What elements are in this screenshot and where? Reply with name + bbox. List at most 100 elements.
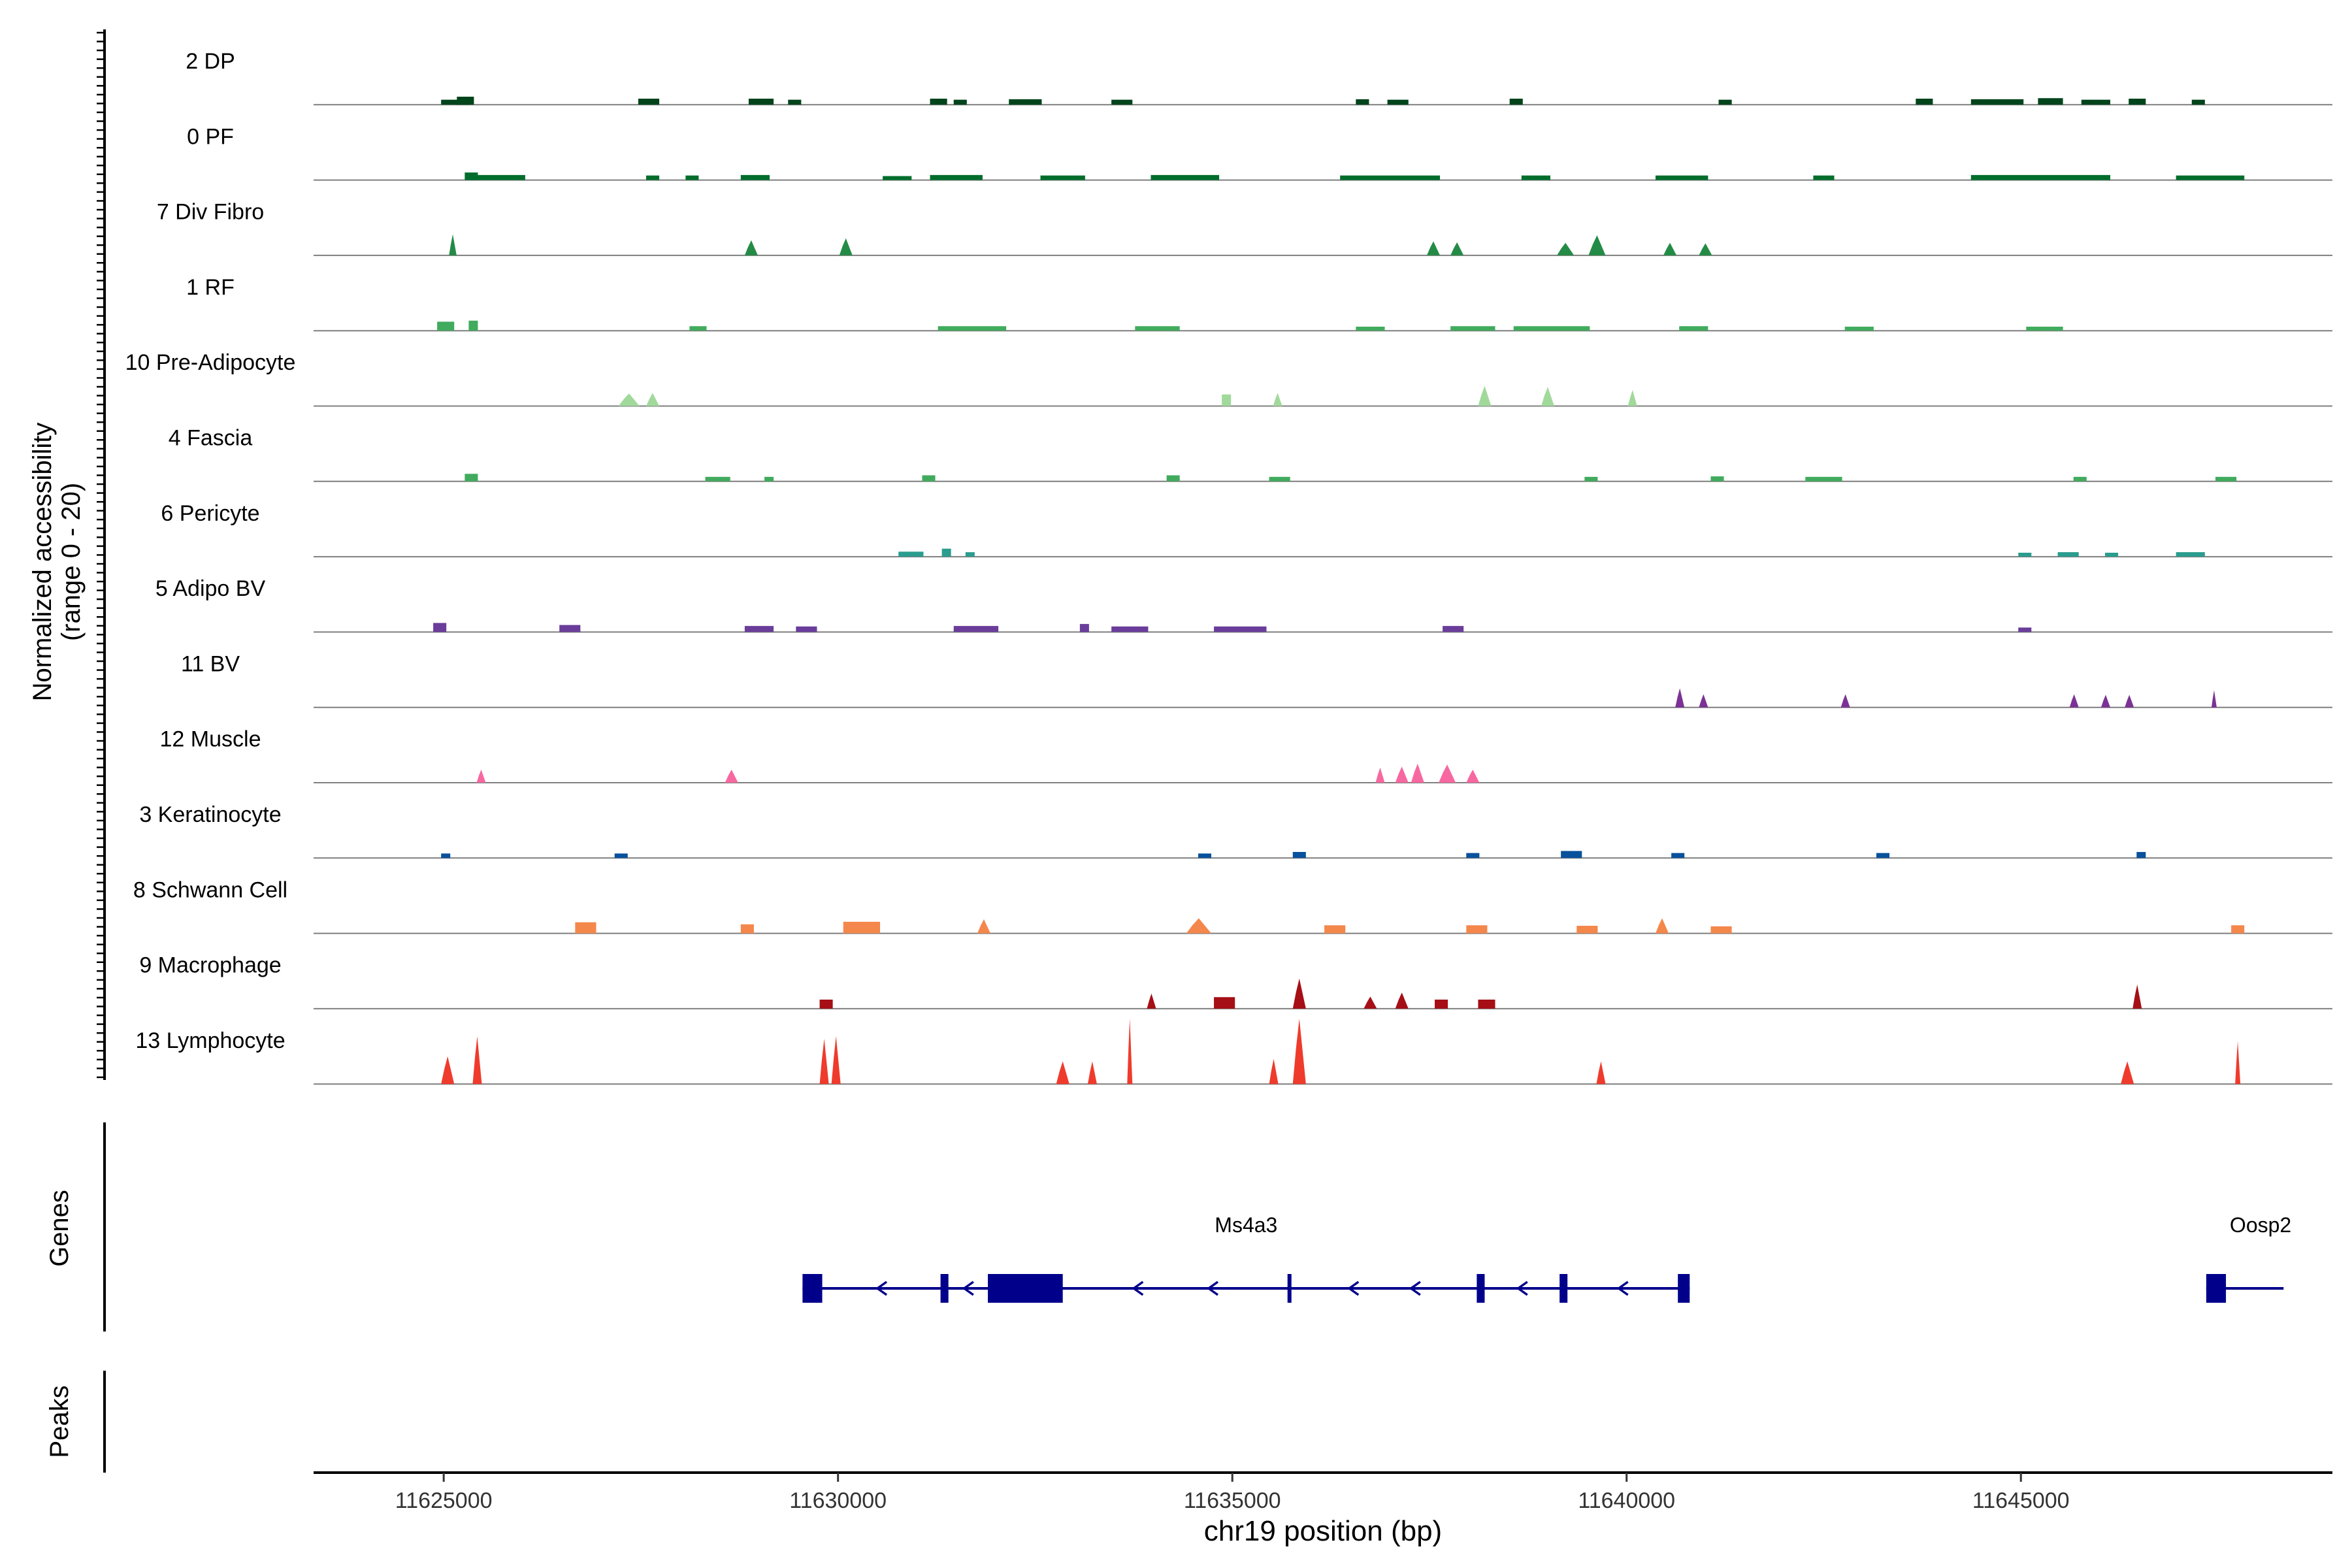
peak <box>2215 476 2237 482</box>
peak <box>2038 98 2063 105</box>
peak <box>1970 174 2110 180</box>
peak <box>472 1036 482 1085</box>
track-label: 11 BV <box>181 651 240 676</box>
peak <box>1127 1019 1133 1085</box>
peak <box>1627 389 1637 406</box>
peak <box>953 626 999 632</box>
peak <box>2176 175 2245 180</box>
peak <box>2100 694 2110 708</box>
peak <box>930 174 983 180</box>
peak <box>1478 385 1492 406</box>
peak <box>437 321 455 331</box>
strand-arrow <box>1132 1281 1144 1296</box>
peak <box>2018 552 2032 557</box>
peak <box>1450 326 1495 331</box>
x-tick-label: 11630000 <box>789 1488 887 1513</box>
peak <box>441 99 470 105</box>
peak <box>441 1056 455 1085</box>
gene-exon <box>802 1274 823 1303</box>
peak <box>748 99 774 105</box>
peak <box>645 175 660 180</box>
peak <box>1079 624 1089 632</box>
peak <box>2235 1041 2241 1085</box>
peak <box>819 1000 833 1009</box>
peak <box>1111 99 1133 105</box>
peak <box>2176 552 2205 557</box>
track-label: 1 RF <box>186 275 235 300</box>
peak <box>1292 978 1306 1009</box>
peak <box>2129 99 2146 105</box>
peak <box>1521 175 1551 180</box>
peak <box>1466 853 1480 858</box>
peak <box>1876 853 1890 858</box>
peak <box>1111 626 1149 632</box>
peak <box>2069 694 2079 708</box>
peak <box>788 99 802 105</box>
peak <box>1292 852 1306 858</box>
peak <box>898 551 924 557</box>
peak <box>618 393 640 406</box>
gene-label: Ms4a3 <box>1215 1213 1277 1237</box>
peak <box>740 924 754 934</box>
peak <box>1356 99 1369 105</box>
peak <box>839 238 853 255</box>
peak <box>1655 175 1708 180</box>
track-label: 7 Div Fibro <box>157 200 264 225</box>
peak <box>1541 387 1555 406</box>
peak <box>2125 694 2134 708</box>
peak <box>1710 476 1724 482</box>
peak <box>638 99 660 105</box>
peak <box>953 99 967 105</box>
peak <box>2211 690 2217 708</box>
peak <box>1439 764 1456 783</box>
peak <box>1576 926 1598 934</box>
accessibility-y-axis <box>97 29 106 1080</box>
peak <box>2018 627 2032 632</box>
peak <box>1718 99 1732 105</box>
peak <box>744 626 774 632</box>
peak <box>1805 476 1842 482</box>
peak <box>1840 694 1850 708</box>
peak <box>1561 851 1582 858</box>
peak <box>1411 763 1424 783</box>
accessibility-tracks: 2 DP 0 PF 7 Div Fibro 1 RF 10 Pre-Adipocyte 4… <box>125 49 2332 1085</box>
peak <box>1466 925 1488 934</box>
gene-exon <box>1560 1274 1568 1303</box>
peak <box>930 99 947 105</box>
peak <box>1147 993 1156 1009</box>
track-label: 2 DP <box>186 49 235 74</box>
peak <box>1273 393 1282 406</box>
peak <box>977 919 991 934</box>
peak <box>433 623 447 632</box>
track-label: 13 Lymphocyte <box>135 1028 285 1053</box>
peak <box>1426 241 1441 255</box>
peak <box>2104 552 2119 557</box>
track-label: 3 Keratinocyte <box>139 802 281 827</box>
peak <box>819 1038 829 1085</box>
peak <box>1292 1019 1306 1085</box>
peak <box>1844 327 1874 331</box>
peak <box>2073 476 2087 482</box>
peak <box>465 474 478 482</box>
track-label: 5 Adipo BV <box>155 576 266 601</box>
peak <box>468 174 525 180</box>
gene-exon <box>1287 1274 1292 1303</box>
peak <box>1166 475 1180 482</box>
peak <box>1395 992 1409 1009</box>
gene-exon <box>940 1274 949 1303</box>
peak <box>1916 99 1933 105</box>
peak <box>465 172 478 180</box>
peak <box>1596 1061 1606 1085</box>
peak <box>1056 1061 1070 1085</box>
peak <box>1340 175 1441 180</box>
accessibility-ylabel-line2: (range 0 - 20) <box>57 483 86 641</box>
peak <box>1135 326 1180 331</box>
gene-exon <box>2206 1274 2227 1303</box>
peak <box>2057 552 2079 557</box>
strand-arrow <box>1516 1281 1528 1296</box>
peak <box>1450 242 1464 255</box>
peak <box>685 175 699 180</box>
peak <box>1040 175 1085 180</box>
peak <box>938 326 1007 331</box>
peak <box>1513 326 1590 331</box>
